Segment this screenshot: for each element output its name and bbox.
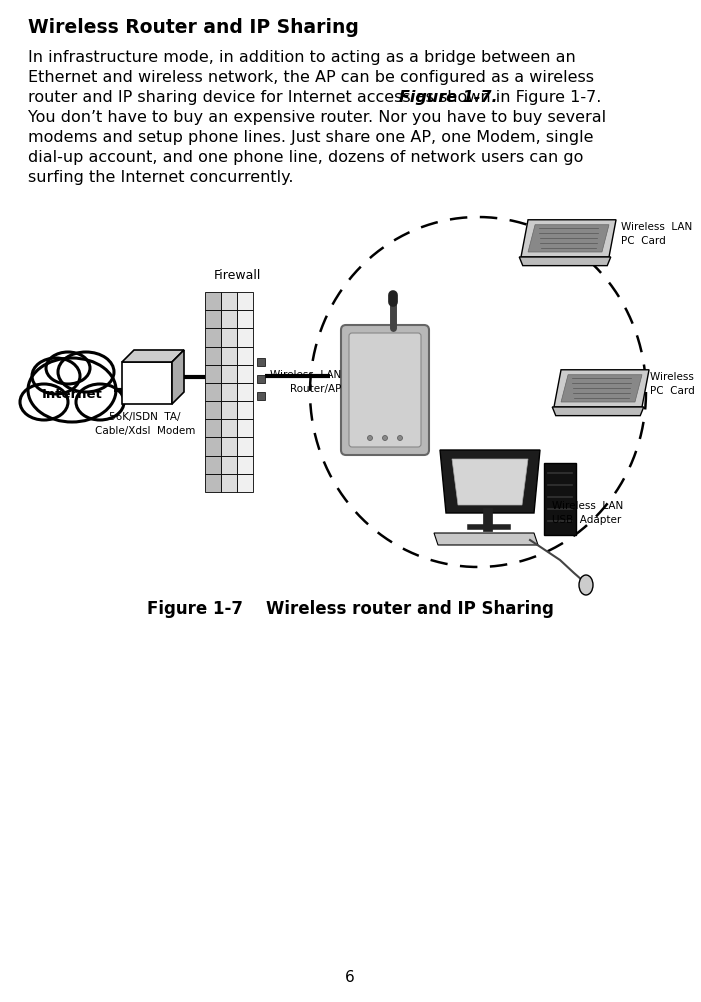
Polygon shape [521,219,616,257]
Text: Firewall: Firewall [213,269,261,282]
Bar [205,292,221,311]
Text: 56K/ISDN  TA/
Cable/Xdsl  Modem: 56K/ISDN TA/ Cable/Xdsl Modem [95,412,195,436]
Bar [237,347,253,365]
Polygon shape [552,407,644,416]
Ellipse shape [20,384,68,420]
Text: Figure 1-7.: Figure 1-7. [399,90,498,105]
Bar [237,456,253,474]
Ellipse shape [58,352,114,392]
Bar [221,401,237,419]
Bar [205,438,221,456]
Bar [221,419,237,438]
Bar [221,383,237,401]
Polygon shape [528,224,609,252]
Bar [237,365,253,383]
Ellipse shape [46,352,90,384]
Text: modems and setup phone lines. Just share one AP, one Modem, single: modems and setup phone lines. Just share… [28,130,594,145]
Text: Wireless  LAN
Router/AP: Wireless LAN Router/AP [270,370,341,394]
Bar [205,329,221,347]
Bar [237,474,253,492]
Bar [221,347,237,365]
Bar [221,456,237,474]
Polygon shape [519,257,611,266]
Bar [205,419,221,438]
Text: Wireless  LAN
PC  Card: Wireless LAN PC Card [621,222,693,246]
Text: 6: 6 [345,971,355,986]
Polygon shape [172,350,184,404]
Ellipse shape [383,436,388,441]
Polygon shape [122,350,184,362]
Bar [237,292,253,311]
Bar [237,311,253,329]
Bar [237,401,253,419]
Bar [205,474,221,492]
Text: surfing the Internet concurrently.: surfing the Internet concurrently. [28,170,294,185]
Bar [544,463,576,535]
FancyBboxPatch shape [341,325,429,455]
Bar [205,311,221,329]
Text: router and IP sharing device for Internet access as shown in Figure 1-7.: router and IP sharing device for Interne… [28,90,601,105]
Text: dial-up account, and one phone line, dozens of network users can go: dial-up account, and one phone line, doz… [28,150,583,165]
Ellipse shape [32,358,80,394]
Bar [221,311,237,329]
Polygon shape [122,362,172,404]
Bar [221,474,237,492]
Bar [205,383,221,401]
Ellipse shape [28,358,116,422]
Text: In infrastructure mode, in addition to acting as a bridge between an: In infrastructure mode, in addition to a… [28,50,576,65]
Text: Wireless  LAN
PC  Card: Wireless LAN PC Card [650,372,701,396]
Polygon shape [554,370,649,407]
Bar [257,392,265,400]
Bar [205,401,221,419]
Ellipse shape [579,575,593,595]
Bar [221,438,237,456]
Bar [205,456,221,474]
Ellipse shape [367,436,372,441]
Bar [205,365,221,383]
Ellipse shape [397,436,402,441]
Ellipse shape [76,384,124,420]
Text: You don’t have to buy an expensive router. Nor you have to buy several: You don’t have to buy an expensive route… [28,110,606,125]
Bar [237,329,253,347]
Bar [221,329,237,347]
Text: Ethernet and wireless network, the AP can be configured as a wireless: Ethernet and wireless network, the AP ca… [28,70,594,85]
Polygon shape [452,459,528,505]
Text: Wireless  LAN
USB  Adapter: Wireless LAN USB Adapter [552,501,623,525]
Bar [237,438,253,456]
Bar [237,383,253,401]
Bar [257,375,265,383]
Polygon shape [561,375,642,402]
Bar [221,292,237,311]
Bar [257,358,265,366]
Text: Wireless Router and IP Sharing: Wireless Router and IP Sharing [28,18,359,37]
Text: Internet: Internet [41,388,102,401]
Bar [237,419,253,438]
Polygon shape [440,450,540,513]
Bar [221,365,237,383]
FancyBboxPatch shape [349,333,421,447]
Polygon shape [434,533,538,545]
Text: Figure 1-7    Wireless router and IP Sharing: Figure 1-7 Wireless router and IP Sharin… [147,600,553,618]
Bar [205,347,221,365]
